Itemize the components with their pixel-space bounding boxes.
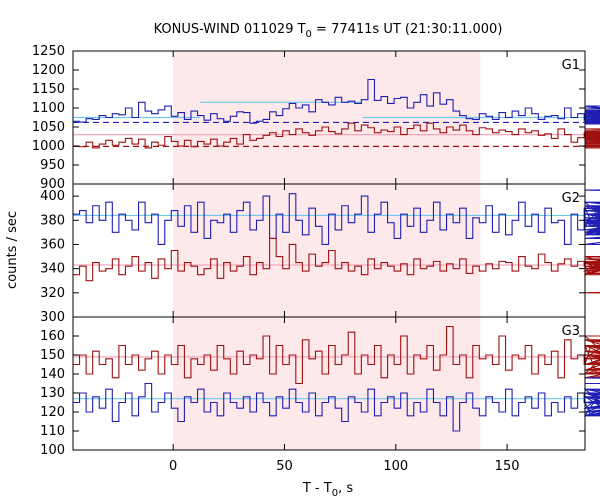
x-axis-label-subscript: 0 xyxy=(332,488,338,499)
series-line-red xyxy=(73,237,600,294)
chart-title-subscript: 0 xyxy=(306,29,312,40)
series-line-blue xyxy=(73,189,600,245)
y-tick-label: 120 xyxy=(40,405,65,420)
series-line-blue xyxy=(73,78,600,125)
chart-title-suffix: = 77411s UT (21:30:11.000) xyxy=(312,22,502,37)
panel-label: G1 xyxy=(562,58,580,73)
y-tick-label: 1250 xyxy=(32,44,65,59)
y-tick-label: 400 xyxy=(40,189,65,204)
y-tick-label: 1200 xyxy=(32,63,65,78)
panel-g2: 300 320 340 360 380 400 G2 xyxy=(40,183,600,325)
y-tick-label: 320 xyxy=(40,286,65,301)
series-line-blue xyxy=(73,377,600,432)
y-tick-label: 150 xyxy=(40,348,65,363)
y-axis-label: counts / sec xyxy=(5,211,20,289)
panel-g1: 900 950 1000 1050 1100 1150 1200 1250 G1 xyxy=(32,44,600,192)
x-axis-label: T - T0, s xyxy=(302,481,353,499)
y-tick-label: 1150 xyxy=(32,82,65,97)
panel-frame xyxy=(72,316,586,451)
y-tick-label: 300 xyxy=(40,310,65,325)
y-tick-label: 1000 xyxy=(32,139,65,154)
y-tick-label: 900 xyxy=(40,177,65,192)
x-tick-label: 50 xyxy=(276,459,293,474)
y-tick-label: 380 xyxy=(40,213,65,228)
chart-title: KONUS-WIND 011029 T0 = 77411s UT (21:30:… xyxy=(154,22,503,40)
x-tick-label: 0 xyxy=(169,459,177,474)
y-tick-label: 100 xyxy=(40,443,65,458)
panel-label: G2 xyxy=(562,191,580,206)
y-tick-label: 140 xyxy=(40,367,65,382)
y-tick-label: 1050 xyxy=(32,120,65,135)
highlight-interval xyxy=(173,51,481,450)
x-tick-label: 100 xyxy=(383,459,408,474)
y-tick-label: 1100 xyxy=(32,101,65,116)
y-tick-label: 160 xyxy=(40,329,65,344)
panels-layer: 900950100010501100115012001250G130032034… xyxy=(32,44,600,474)
x-axis-label-prefix: T - T xyxy=(302,481,332,496)
panel-g3: 100 110 120 130 140 150 160 0 50 100 150 G3 xyxy=(40,316,600,474)
x-axis-label-suffix: , s xyxy=(338,481,353,496)
series-line-red xyxy=(73,325,600,385)
series-line-red xyxy=(73,122,600,149)
y-tick-label: 340 xyxy=(40,262,65,277)
chart-title-prefix: KONUS-WIND 011029 T xyxy=(154,22,306,37)
y-tick-label: 360 xyxy=(40,237,65,252)
y-tick-label: 950 xyxy=(40,158,65,173)
y-tick-label: 110 xyxy=(40,424,65,439)
panel-label: G3 xyxy=(562,324,580,339)
y-tick-label: 130 xyxy=(40,386,65,401)
x-tick-label: 150 xyxy=(495,459,520,474)
